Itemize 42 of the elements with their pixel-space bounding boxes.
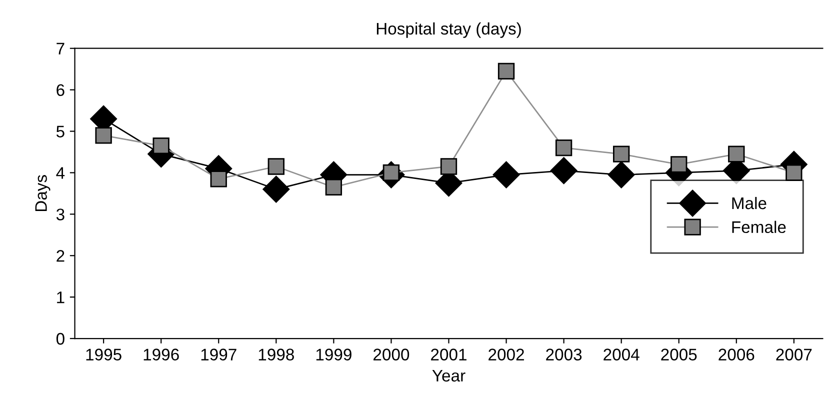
legend-label: Female xyxy=(732,220,786,234)
point xyxy=(498,62,515,80)
x-tick-label: 1997 xyxy=(201,348,236,360)
y-axis-title: Days xyxy=(35,175,50,212)
y-tick-label: 7 xyxy=(56,42,64,54)
point xyxy=(550,157,578,184)
x-axis-title: Year xyxy=(432,370,466,382)
x-tick-label: 1995 xyxy=(86,348,122,360)
y-tick-label: 0 xyxy=(56,332,64,345)
x-tick-label: 2004 xyxy=(604,348,640,360)
y-tick-label: 3 xyxy=(56,208,64,220)
y-tick-label: 4 xyxy=(56,167,65,179)
x-tick-label: 2001 xyxy=(431,348,466,360)
point xyxy=(440,158,458,175)
point xyxy=(670,156,688,173)
y-tick-label: 1 xyxy=(57,292,64,304)
y-tick-label: 5 xyxy=(56,126,64,138)
point xyxy=(152,137,170,154)
point xyxy=(268,158,284,175)
x-tick-label: 1999 xyxy=(316,348,352,360)
chart-title: Hospital stay (days) xyxy=(376,22,521,38)
y-tick-label: 6 xyxy=(56,84,64,96)
x-tick-label: 2000 xyxy=(374,348,410,360)
x-tick-label: 2007 xyxy=(776,348,812,360)
legend-label: Male xyxy=(732,196,766,210)
x-tick-label: 2002 xyxy=(488,348,524,360)
x-tick-label: 2005 xyxy=(661,348,697,360)
point xyxy=(555,140,572,156)
point xyxy=(325,178,342,196)
x-tick-label: 1996 xyxy=(144,348,179,360)
x-tick-label: 1998 xyxy=(258,348,294,360)
point xyxy=(492,161,520,188)
point xyxy=(608,161,635,188)
x-tick-label: 2003 xyxy=(546,348,582,360)
point xyxy=(786,164,802,182)
point xyxy=(262,176,290,203)
x-tick-label: 2006 xyxy=(718,348,754,360)
point xyxy=(95,127,112,144)
point xyxy=(210,170,227,188)
point xyxy=(613,146,630,162)
y-tick-label: 2 xyxy=(56,250,64,262)
point xyxy=(728,146,745,162)
